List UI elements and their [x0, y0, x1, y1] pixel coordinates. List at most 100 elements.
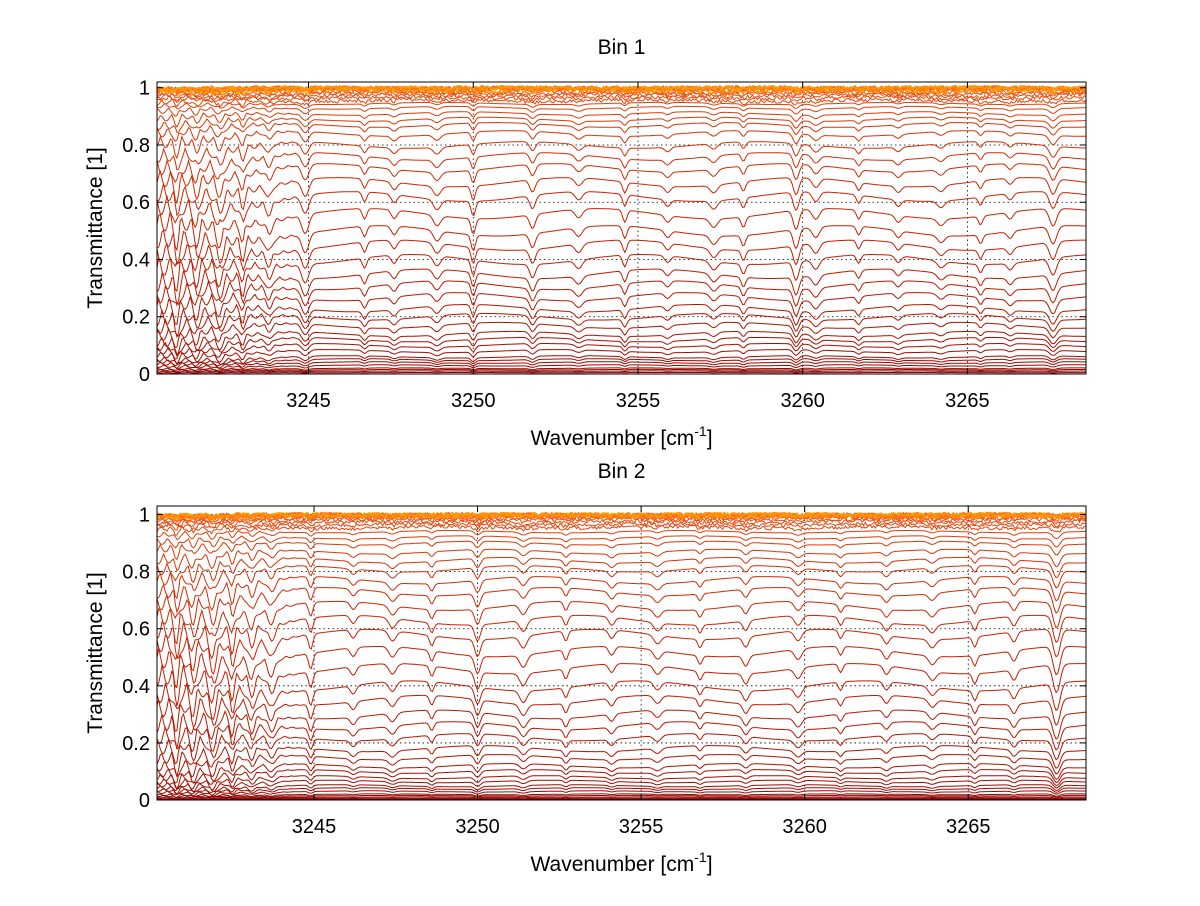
- series-line: [156, 775, 1086, 791]
- y-tick-label: 1: [139, 505, 150, 527]
- series-line: [156, 721, 1087, 753]
- series-line: [156, 680, 1087, 721]
- y-tick-label: 0.2: [122, 733, 150, 755]
- axes-frame-bin-2: [156, 505, 1087, 801]
- x-tick-label: 3265: [945, 390, 990, 412]
- series-line: [156, 709, 1087, 749]
- y-tick-label: 0.8: [122, 562, 150, 584]
- series-line: [156, 152, 1087, 185]
- series-line: [156, 784, 1086, 795]
- y-axis-label-bin-2: Transmittance [1]: [84, 572, 107, 733]
- series-line: [156, 105, 1086, 117]
- ticks-bin-1: 3245 3250 3255 3260 3265 0 0.2 0.4 0.6 0.8 1: [122, 78, 1086, 412]
- series-line: [156, 614, 1087, 660]
- axes-frame-bin-1: [156, 81, 1087, 375]
- series-line: [156, 535, 1087, 549]
- series-line: [156, 518, 1087, 529]
- series-line: [156, 548, 1087, 572]
- x-tick-label: 3255: [616, 390, 661, 412]
- series-line: [156, 600, 1087, 645]
- series-group-bin-1: [156, 84, 1087, 374]
- series-line: [156, 797, 1086, 800]
- x-tick-label: 3265: [946, 816, 991, 838]
- series-line: [156, 291, 1087, 325]
- chart-panel-bin-2: 3245 3250 3255 3260 3265 0 0.2 0.4 0.6 0.8 1 Bin 2…: [84, 460, 1087, 876]
- y-tick-label: 0.2: [122, 307, 150, 329]
- x-tick-label: 3245: [286, 390, 331, 412]
- series-line: [157, 576, 1087, 614]
- series-line: [156, 163, 1087, 205]
- chart-title-bin-1: Bin 1: [598, 36, 646, 59]
- series-line: [156, 628, 1087, 676]
- series-line: [156, 358, 1086, 367]
- y-tick-label: 0.6: [122, 619, 150, 641]
- series-line: [156, 225, 1087, 266]
- series-line: [156, 754, 1086, 778]
- series-line: [156, 91, 1087, 101]
- chart-panel-bin-1: 3245 3250 3255 3260 3265 0 0.2 0.4 0.6 0.8 1 Bin 1…: [84, 36, 1087, 450]
- series-line: [156, 745, 1087, 778]
- series-line: [156, 336, 1087, 355]
- series-line: [156, 367, 1086, 371]
- y-tick-label: 0: [139, 790, 150, 812]
- series-line: [156, 208, 1087, 252]
- series-line: [156, 787, 1086, 796]
- x-axis-label-superscript: -1: [694, 423, 707, 439]
- y-tick-label: 0.4: [122, 676, 150, 698]
- series-line: [156, 368, 1086, 373]
- series-line: [156, 122, 1087, 143]
- series-line: [156, 540, 1086, 561]
- series-line: [156, 663, 1087, 707]
- y-tick-label: 0.6: [122, 192, 150, 214]
- ticks-bin-2: 3245 3250 3255 3260 3265 0 0.2 0.4 0.6 0.8 1: [122, 505, 1086, 838]
- series-line: [156, 101, 1086, 110]
- x-tick-label: 3250: [455, 816, 500, 838]
- series-line: [156, 312, 1087, 337]
- series-line: [156, 587, 1087, 627]
- series-line: [156, 239, 1086, 272]
- x-axis-label-end: ]: [707, 427, 713, 450]
- x-axis-label-main: Wavenumber [cm: [530, 427, 694, 450]
- series-line: [156, 330, 1086, 358]
- series-line: [156, 349, 1087, 365]
- series-group-bin-2: [156, 511, 1087, 801]
- series-line: [156, 361, 1086, 369]
- series-line: [156, 84, 1087, 93]
- series-line: [156, 177, 1087, 217]
- x-axis-label-main: Wavenumber [cm: [530, 853, 694, 876]
- series-line: [156, 511, 1087, 520]
- series-line: [156, 793, 1086, 798]
- series-line: [156, 694, 1087, 732]
- x-axis-label-end: ]: [707, 853, 713, 876]
- series-line: [156, 769, 1086, 791]
- series-line: [156, 279, 1087, 307]
- series-line: [156, 796, 1086, 800]
- series-line: [156, 342, 1087, 360]
- series-line: [156, 364, 1086, 370]
- series-line: [156, 116, 1087, 133]
- series-line: [156, 733, 1087, 765]
- series-line: [156, 645, 1087, 689]
- series-line: [156, 521, 1087, 531]
- x-axis-label-bin-1: Wavenumber [cm-1]: [530, 423, 712, 450]
- series-line: [156, 130, 1086, 160]
- series-line: [156, 254, 1087, 293]
- x-tick-label: 3255: [619, 816, 664, 838]
- series-line: [157, 798, 1086, 801]
- series-line: [157, 794, 1086, 799]
- series-line: [156, 516, 1087, 526]
- y-tick-label: 0: [139, 364, 150, 386]
- y-axis-label-bin-1: Transmittance [1]: [84, 147, 107, 308]
- series-line: [156, 268, 1087, 307]
- x-tick-label: 3250: [451, 390, 496, 412]
- x-axis-label-superscript: -1: [694, 849, 707, 865]
- series-line: [156, 321, 1086, 349]
- series-line: [157, 370, 1086, 373]
- series-line: [156, 355, 1086, 365]
- x-axis-label-bin-2: Wavenumber [cm-1]: [530, 849, 712, 876]
- series-line: [156, 530, 1086, 541]
- x-tick-label: 3260: [780, 390, 825, 412]
